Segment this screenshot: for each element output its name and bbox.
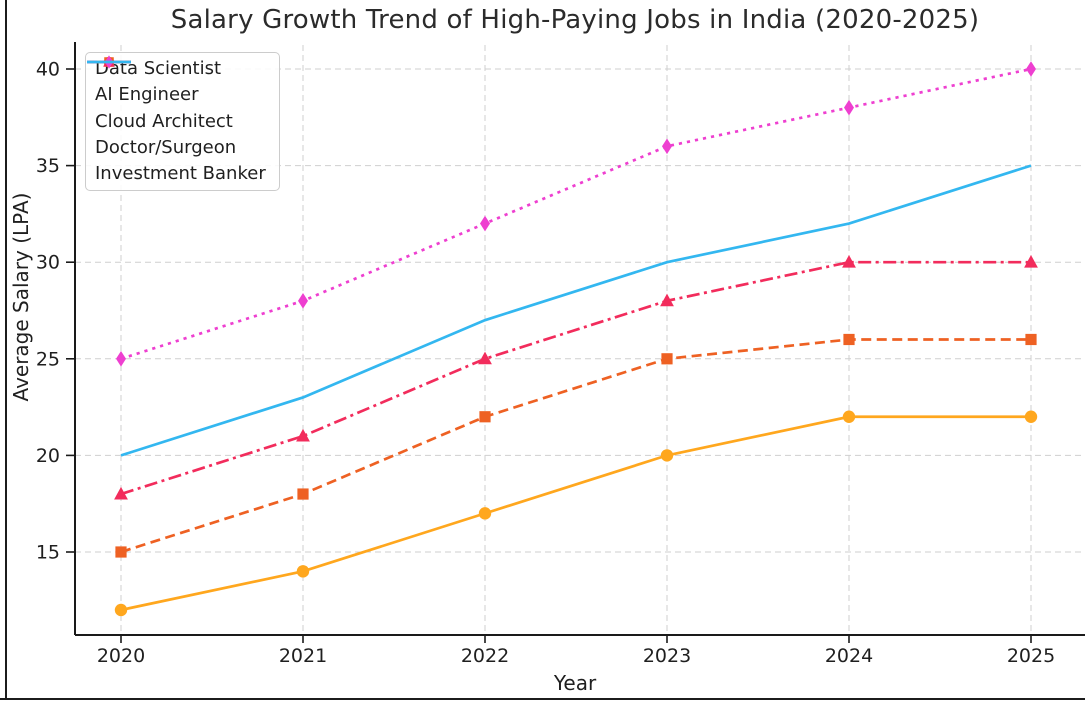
data-point-data-scientist-2023 <box>660 449 674 462</box>
legend-label: Cloud Architect <box>95 110 233 132</box>
data-point-data-scientist-2020 <box>114 603 128 617</box>
series-line-investment-banker <box>120 164 1032 457</box>
data-point-doctor-surgeon-2024 <box>844 99 854 116</box>
legend-label: AI Engineer <box>95 84 199 106</box>
data-point-ai-engineer-2022 <box>479 411 491 423</box>
data-point-cloud-architect-2022 <box>478 351 492 365</box>
x-tick-label: 2023 <box>643 645 691 667</box>
data-point-data-scientist-2021 <box>296 565 310 578</box>
x-tick-label: 2025 <box>1007 645 1055 667</box>
legend-key-none-icon <box>87 60 131 64</box>
data-point-doctor-surgeon-2020 <box>116 351 126 367</box>
data-point-cloud-architect-2020 <box>114 486 128 500</box>
data-point-cloud-architect-2025 <box>1024 255 1038 268</box>
data-point-doctor-surgeon-2025 <box>1026 61 1036 77</box>
chart-title: Salary Growth Trend of High-Paying Jobs … <box>170 5 980 35</box>
legend-label: Investment Banker <box>95 163 266 184</box>
data-point-cloud-architect-2021 <box>296 428 310 442</box>
legend-item-investment-banker: Investment Banker <box>87 60 266 184</box>
data-point-ai-engineer-2021 <box>297 488 309 500</box>
y-tick-label: 35 <box>36 155 60 177</box>
data-point-ai-engineer-2024 <box>843 333 855 346</box>
data-point-doctor-surgeon-2021 <box>298 293 308 309</box>
data-point-ai-engineer-2025 <box>1025 333 1037 346</box>
series-line-data-scientist <box>120 415 1031 612</box>
legend-label: Doctor/Surgeon <box>95 136 237 158</box>
y-tick-label: 20 <box>36 445 60 467</box>
data-point-ai-engineer-2023 <box>661 353 673 365</box>
series-line-ai-engineer <box>120 338 1031 554</box>
legend-item-cloud-architect: Cloud Architect <box>87 55 266 132</box>
x-tick-label: 2021 <box>279 645 327 667</box>
data-point-doctor-surgeon-2022 <box>480 215 490 232</box>
legend-item-ai-engineer: AI Engineer <box>87 57 266 106</box>
legend: Data Scientist AI Engineer Cloud Architect… <box>85 52 280 191</box>
y-tick-label: 25 <box>36 348 60 370</box>
y-tick-label: 30 <box>36 252 60 274</box>
data-point-cloud-architect-2023 <box>660 293 674 307</box>
data-point-data-scientist-2024 <box>842 410 856 423</box>
x-tick-label: 2022 <box>461 645 509 667</box>
x-tick-label: 2020 <box>97 645 145 667</box>
data-point-doctor-surgeon-2023 <box>662 138 672 155</box>
figure-border-bottom <box>0 698 1085 700</box>
legend-label: Data Scientist <box>95 58 221 79</box>
y-axis-label: Average Salary (LPA) <box>9 192 33 402</box>
x-axis-label: Year <box>553 671 597 695</box>
figure-border-left <box>5 0 7 700</box>
data-point-ai-engineer-2020 <box>115 546 127 558</box>
data-point-data-scientist-2022 <box>478 507 492 520</box>
x-tick-label: 2024 <box>825 645 873 667</box>
legend-item-doctor-surgeon: Doctor/Surgeon <box>87 55 266 158</box>
y-tick-label: 15 <box>36 542 60 564</box>
data-point-cloud-architect-2024 <box>842 255 856 268</box>
series-line-cloud-architect <box>120 260 1031 496</box>
y-tick-label: 40 <box>36 59 60 81</box>
data-point-data-scientist-2025 <box>1024 410 1038 423</box>
